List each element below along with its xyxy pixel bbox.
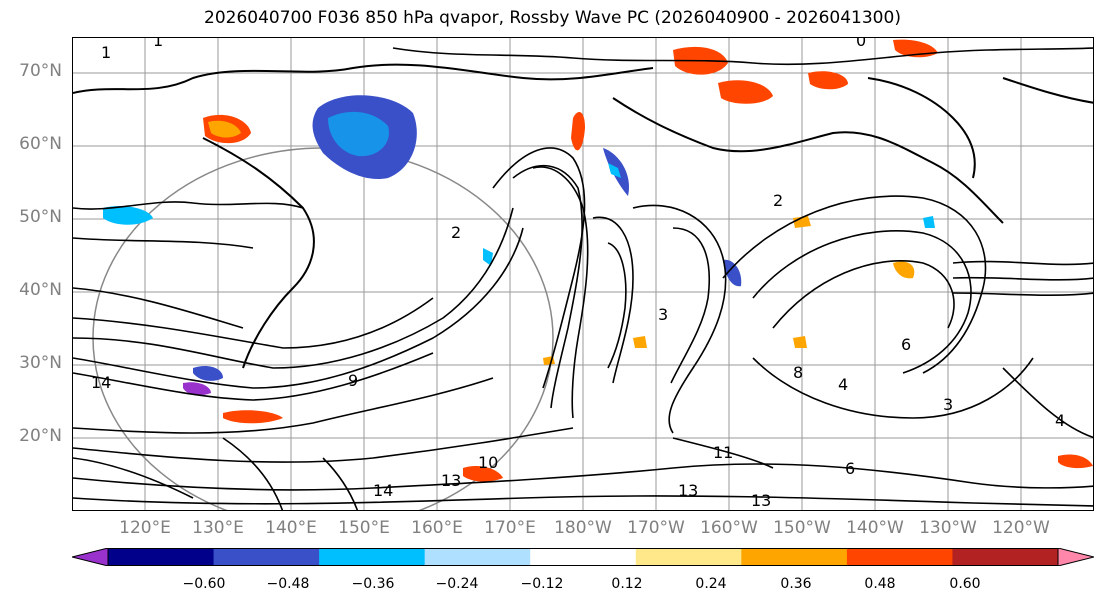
colorbar [72, 548, 1094, 566]
lon-label: 130°E [192, 518, 244, 538]
contour-label: 3 [943, 395, 953, 414]
contour-label: 3 [658, 305, 668, 324]
lon-label: 160°W [700, 518, 758, 538]
colorbar-swatches [72, 548, 1094, 566]
contour-label: 1 [153, 38, 163, 50]
lon-label: 130°W [919, 518, 977, 538]
colorbar-swatch [530, 548, 637, 566]
colorbar-tick-label: −0.36 [351, 576, 395, 592]
contour-label: 14 [91, 373, 111, 392]
contour-label: 11 [713, 443, 733, 462]
lon-label: 120°W [992, 518, 1050, 538]
graticule [73, 38, 1093, 510]
contour-label-layer: 1 1 0 2 2 3 4 6 6 8 9 10 11 13 13 13 14 … [91, 38, 1065, 510]
contour-label: 1 [101, 43, 111, 62]
colorbar-swatch [952, 548, 1059, 566]
colorbar-extend-high [1057, 548, 1094, 566]
map-canvas: 1 1 0 2 2 3 4 6 6 8 9 10 11 13 13 13 14 … [73, 38, 1093, 510]
contour-label: 4 [1055, 411, 1065, 430]
colorbar-tick-label: 0.36 [780, 576, 812, 592]
lat-label-60n: 60°N [19, 134, 62, 154]
anomaly-shading [103, 39, 1093, 482]
colorbar-tick-label: 0.60 [949, 576, 981, 592]
colorbar-tick-label: −0.60 [182, 576, 226, 592]
contour-label: 13 [678, 481, 698, 500]
coastlines [73, 63, 1093, 369]
colorbar-swatch [846, 548, 953, 566]
lon-label: 160°E [411, 518, 463, 538]
contour-label: 13 [441, 471, 461, 490]
colorbar-tick-label: 0.12 [611, 576, 643, 592]
lon-label: 170°E [484, 518, 536, 538]
lon-label: 170°W [627, 518, 685, 538]
colorbar-swatch [741, 548, 848, 566]
contour-label: 9 [348, 371, 358, 390]
lat-label-30n: 30°N [19, 353, 62, 373]
contour-label: 6 [845, 459, 855, 478]
contour-label: 0 [856, 38, 866, 50]
colorbar-tick-label: 0.24 [695, 576, 727, 592]
colorbar-tick-label: −0.48 [266, 576, 310, 592]
lon-label: 180°W [554, 518, 612, 538]
colorbar-tick-label: −0.24 [435, 576, 479, 592]
contour-label: 13 [751, 491, 771, 510]
contour-label: 4 [838, 375, 848, 394]
lon-label: 120°E [119, 518, 171, 538]
contour-label: 14 [373, 481, 393, 500]
lat-label-70n: 70°N [19, 61, 62, 81]
colorbar-tick-label: 0.48 [864, 576, 896, 592]
contour-label: 2 [451, 223, 461, 242]
lat-label-40n: 40°N [19, 280, 62, 300]
lon-label: 140°W [846, 518, 904, 538]
contour-label: 6 [901, 335, 911, 354]
lon-label: 150°W [773, 518, 831, 538]
colorbar-swatch [635, 548, 742, 566]
lon-label: 140°E [265, 518, 317, 538]
colorbar-swatch [108, 548, 215, 566]
colorbar-extend-low [72, 548, 109, 566]
lon-label: 150°E [338, 518, 390, 538]
colorbar-swatch [213, 548, 320, 566]
map-title: 2026040700 F036 850 hPa qvapor, Rossby W… [204, 8, 901, 28]
colorbar-swatch [424, 548, 531, 566]
colorbar-swatch [319, 548, 426, 566]
contour-label: 8 [793, 363, 803, 382]
map-panel: 1 1 0 2 2 3 4 6 6 8 9 10 11 13 13 13 14 … [72, 37, 1094, 511]
contour-label: 2 [773, 191, 783, 210]
lat-label-50n: 50°N [19, 207, 62, 227]
contour-label: 10 [478, 453, 498, 472]
colorbar-outline [107, 548, 1059, 566]
contours [73, 47, 1093, 510]
lat-label-20n: 20°N [19, 426, 62, 446]
colorbar-tick-label: −0.12 [520, 576, 564, 592]
